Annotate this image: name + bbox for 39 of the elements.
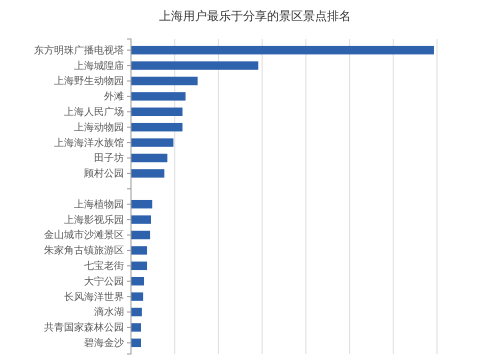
bar <box>131 61 258 70</box>
bar <box>131 169 164 178</box>
bar <box>131 92 186 101</box>
y-tick-label: 长风海洋世界 <box>64 290 124 303</box>
y-tick-label: 共青国家森林公园 <box>44 322 124 334</box>
y-tick-label: 田子坊 <box>94 152 124 164</box>
bar <box>131 76 198 86</box>
y-tick-label: 上海野生动物园 <box>54 75 124 88</box>
y-tick-label: 金山城市沙滩景区 <box>44 229 124 242</box>
y-tick-label: 碧海金沙 <box>84 337 124 350</box>
bar <box>131 46 434 54</box>
y-tick-label: 上海海洋水族馆 <box>54 136 124 149</box>
y-tick-label: 上海动物园 <box>74 121 124 134</box>
bar <box>131 122 183 132</box>
bar <box>131 108 183 116</box>
y-tick-label: 滴水湖 <box>94 306 124 318</box>
bar <box>131 138 174 147</box>
y-tick-label: 朱家角古镇旅游区 <box>44 244 124 257</box>
bar <box>131 292 144 301</box>
bar <box>131 338 141 348</box>
y-tick-label: 外滩 <box>104 90 124 103</box>
bar <box>131 276 144 286</box>
bar <box>131 200 152 208</box>
bar <box>131 215 151 224</box>
y-tick-label: 东方明珠广播电视塔 <box>34 44 124 56</box>
y-tick-label: 上海城隍庙 <box>74 60 124 72</box>
bar <box>131 246 148 255</box>
y-tick-label: 上海影视乐园 <box>64 214 124 226</box>
bar <box>131 230 150 240</box>
bar <box>131 262 148 270</box>
bar <box>131 308 142 316</box>
y-tick-label: 上海人民广场 <box>64 106 124 118</box>
bar <box>131 154 168 162</box>
y-tick-label: 七宝老街 <box>84 260 124 272</box>
chart-title: 上海用户最乐于分享的景区景点排名 <box>159 9 351 23</box>
y-tick-label: 大宁公园 <box>84 275 124 288</box>
bar <box>131 323 141 332</box>
y-tick-label: 顾村公园 <box>84 168 124 180</box>
y-tick-label: 上海植物园 <box>74 198 124 210</box>
